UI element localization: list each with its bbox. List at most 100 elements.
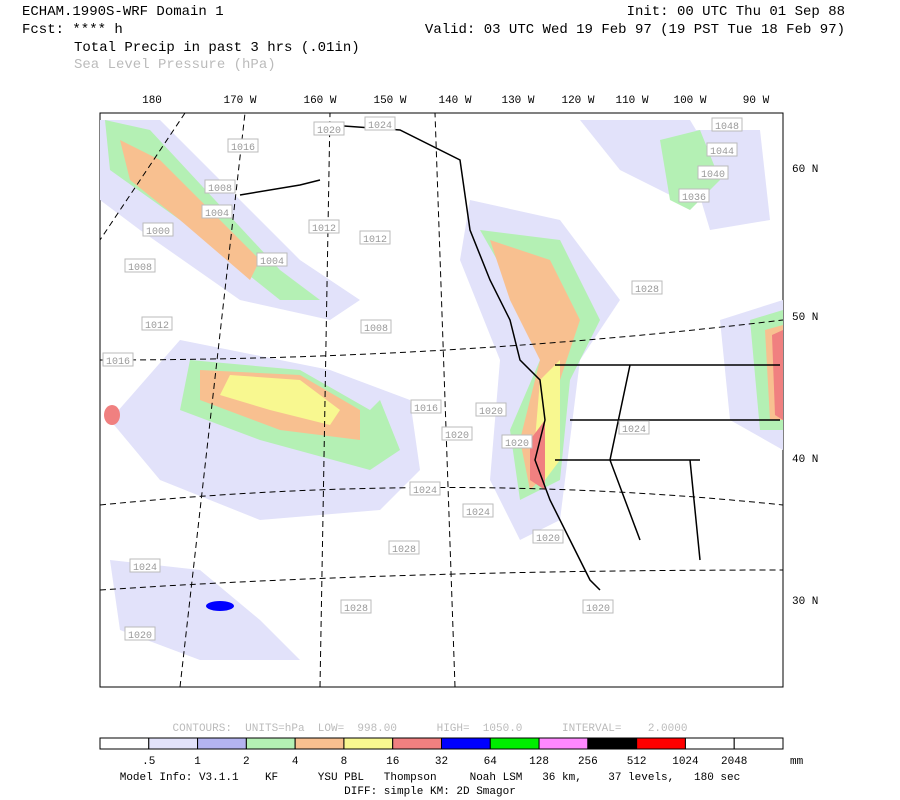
colorbar-label: 512 bbox=[627, 756, 647, 768]
isobar-label-box bbox=[340, 599, 372, 614]
isobar-label: 1008 bbox=[128, 263, 152, 274]
colorbar-label: 1024 bbox=[672, 756, 699, 768]
isobar-label: 1040 bbox=[701, 170, 725, 181]
isobar-label: 1028 bbox=[344, 604, 368, 615]
latitude-labels: 60 N 50 N 40 N 30 N bbox=[792, 164, 818, 608]
colorbar-swatch bbox=[441, 737, 491, 750]
isobar-label: 1016 bbox=[414, 404, 438, 415]
isobar-label-box bbox=[227, 138, 259, 153]
latitude-label: 30 N bbox=[792, 596, 818, 608]
model-info: Model Info: V3.1.1 KF YSU PBL Thompson N… bbox=[120, 772, 741, 784]
isobar-label-box bbox=[256, 252, 288, 267]
isobar-label-box bbox=[711, 117, 743, 132]
longitude-label: 180 bbox=[142, 95, 162, 107]
colorbar-swatch bbox=[489, 737, 540, 750]
isobar-label: 1020 bbox=[128, 631, 152, 642]
isobar-label: 1020 bbox=[479, 407, 503, 418]
colorbar-swatch bbox=[392, 737, 443, 750]
colorbar-swatch bbox=[538, 737, 589, 750]
isobar-label: 1020 bbox=[445, 431, 469, 442]
colorbar-label: .5 bbox=[142, 756, 155, 768]
isobar-label: 1048 bbox=[715, 122, 739, 133]
colorbar: .5 1 2 4 8 16 32 64 128 256 512 1024 2048 mm bbox=[99, 737, 804, 768]
longitude-label: 150 W bbox=[373, 95, 406, 107]
isobar-label: 1004 bbox=[260, 257, 284, 268]
isobar-label: 1020 bbox=[586, 604, 610, 615]
isobar-label: 1036 bbox=[682, 193, 706, 204]
isobar-label-box bbox=[618, 420, 650, 435]
longitude-label: 110 W bbox=[615, 95, 648, 107]
isobar-label-box bbox=[582, 599, 614, 614]
colorbar-swatch bbox=[636, 737, 686, 750]
colorbar-swatch bbox=[148, 737, 199, 750]
isobar-label: 1024 bbox=[368, 121, 392, 132]
colorbar-swatch bbox=[197, 737, 247, 750]
colorbar-swatch bbox=[343, 737, 394, 750]
longitude-label: 160 W bbox=[303, 95, 336, 107]
isobar-label: 1020 bbox=[317, 126, 341, 137]
isobar-label: 1024 bbox=[466, 508, 490, 519]
colorbar-label: 32 bbox=[435, 756, 448, 768]
colorbar-label: 256 bbox=[578, 756, 598, 768]
colorbar-label: 4 bbox=[292, 756, 299, 768]
coastlines bbox=[239, 124, 780, 591]
colorbar-label: 16 bbox=[386, 756, 399, 768]
isobar-label: 1012 bbox=[145, 321, 169, 332]
isobar-label: 1024 bbox=[413, 486, 437, 497]
colorbar-swatch bbox=[99, 737, 150, 750]
longitude-label: 170 W bbox=[223, 95, 256, 107]
isobar-label-box bbox=[204, 179, 236, 194]
isobar-label: 1024 bbox=[133, 563, 157, 574]
field-primary: Total Precip in past 3 hrs (.01in) bbox=[74, 40, 360, 56]
isobar-label-box bbox=[678, 188, 710, 203]
isobar-label-box bbox=[129, 558, 161, 573]
precip-peak bbox=[206, 601, 234, 611]
isobar-label-box bbox=[313, 121, 345, 136]
isobar-label-box bbox=[142, 222, 174, 237]
isobar-label-box bbox=[410, 399, 442, 414]
isobar-label-box bbox=[308, 219, 340, 234]
longitude-label: 100 W bbox=[673, 95, 706, 107]
isobar-label-box bbox=[102, 352, 134, 367]
isobar-label-box bbox=[532, 529, 564, 544]
isobar-label: 1016 bbox=[106, 357, 130, 368]
isobar-label: 1028 bbox=[392, 545, 416, 556]
isobar-label-box bbox=[697, 165, 729, 180]
isobar-label: 1044 bbox=[710, 147, 734, 158]
colorbar-unit: mm bbox=[790, 756, 804, 768]
isobar-label-box bbox=[475, 402, 507, 417]
latitude-label: 50 N bbox=[792, 312, 818, 324]
latitude-label: 60 N bbox=[792, 164, 818, 176]
longitude-label: 90 W bbox=[743, 95, 770, 107]
isobar-label: 1020 bbox=[536, 534, 560, 545]
longitude-label: 140 W bbox=[438, 95, 471, 107]
isobar-label: 1000 bbox=[146, 227, 170, 238]
colorbar-swatch bbox=[684, 737, 735, 750]
colorbar-label: 2 bbox=[243, 756, 250, 768]
isobar-label-box bbox=[141, 316, 173, 331]
isobar-label: 1016 bbox=[231, 143, 255, 154]
latitude-label: 40 N bbox=[792, 454, 818, 466]
isobar-label-box bbox=[364, 116, 396, 131]
isobar-label-box bbox=[441, 426, 473, 441]
colorbar-swatch bbox=[733, 737, 784, 750]
colorbar-label: 2048 bbox=[721, 756, 747, 768]
isobar-label-box bbox=[201, 204, 233, 219]
colorbar-swatch bbox=[294, 737, 345, 750]
init-time: Init: 00 UTC Thu 01 Sep 88 bbox=[627, 4, 845, 20]
longitude-label: 130 W bbox=[501, 95, 534, 107]
colorbar-swatch bbox=[245, 737, 296, 750]
isobar-label-box bbox=[631, 280, 663, 295]
isobar-label: 1012 bbox=[363, 235, 387, 246]
isobar-label-box bbox=[462, 503, 494, 518]
isobar-label: 1024 bbox=[622, 425, 646, 436]
longitude-labels: 180 170 W 160 W 150 W 140 W 130 W 120 W 110 W 10… bbox=[142, 95, 770, 107]
isobar-label: 1004 bbox=[205, 209, 229, 220]
field-secondary: Sea Level Pressure (hPa) bbox=[74, 57, 276, 73]
colorbar-swatch bbox=[587, 737, 638, 750]
isobar-label-box bbox=[124, 258, 156, 273]
isobar-label-box bbox=[501, 434, 533, 449]
isobar-label-box bbox=[359, 230, 391, 245]
